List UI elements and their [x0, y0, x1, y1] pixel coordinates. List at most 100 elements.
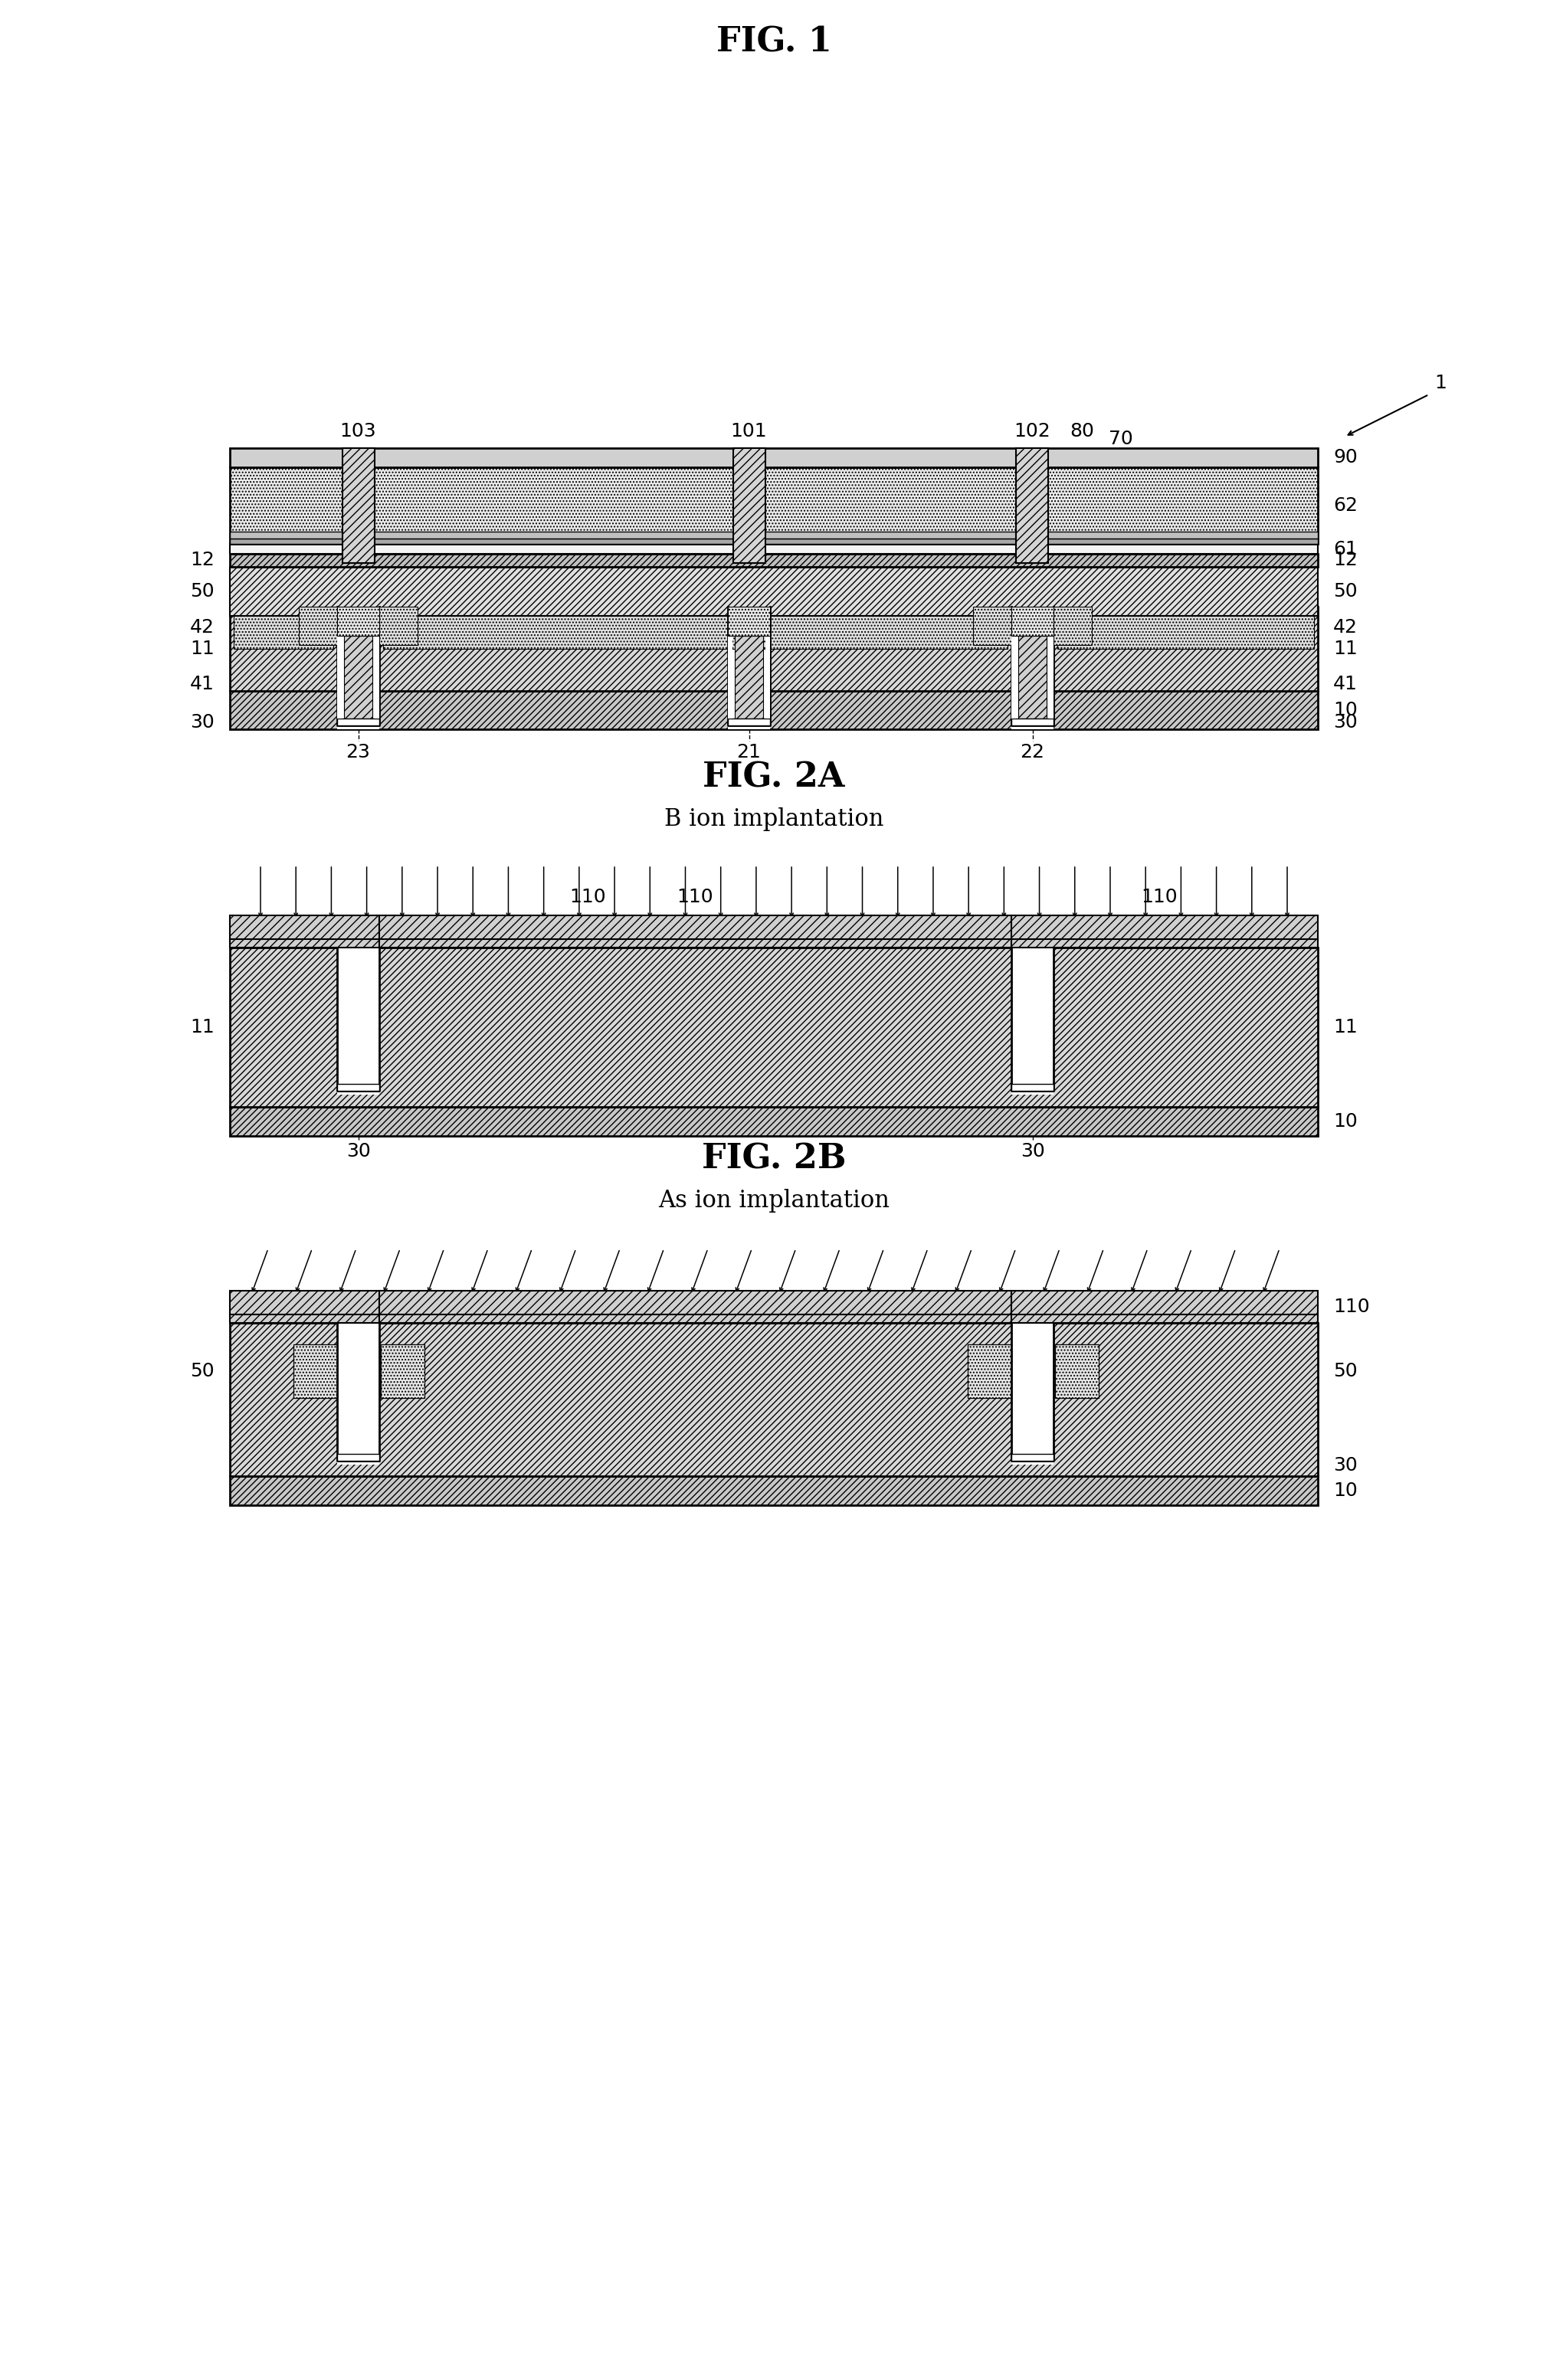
Bar — [229, 538, 1318, 545]
Bar — [973, 607, 1011, 645]
Text: 103: 103 — [339, 421, 377, 440]
Text: 61: 61 — [1333, 540, 1358, 557]
Text: 50: 50 — [1333, 583, 1358, 600]
Text: FIG. 2B: FIG. 2B — [702, 1142, 846, 1176]
Text: 22: 22 — [1020, 743, 1045, 762]
Bar — [1049, 607, 1054, 719]
Bar — [1017, 447, 1048, 564]
Bar — [229, 916, 380, 947]
Bar — [380, 916, 1011, 947]
Bar — [728, 602, 770, 728]
Text: 30: 30 — [1333, 1457, 1358, 1473]
Bar — [728, 607, 770, 635]
Bar — [299, 607, 336, 645]
Bar — [229, 947, 1318, 1107]
Bar — [234, 607, 333, 650]
Bar — [229, 466, 1318, 545]
Bar — [336, 1319, 380, 1464]
Bar — [344, 635, 372, 719]
Bar — [229, 1290, 380, 1323]
Bar — [336, 1454, 380, 1461]
Bar — [1011, 1290, 1318, 1323]
Text: 41: 41 — [191, 676, 214, 693]
Text: 110: 110 — [1333, 1297, 1370, 1316]
Bar — [1018, 635, 1046, 719]
Text: 10: 10 — [1333, 700, 1358, 719]
Bar — [336, 1083, 380, 1090]
Bar — [336, 945, 380, 1095]
Bar — [1011, 945, 1054, 1095]
Text: 90: 90 — [1333, 447, 1358, 466]
Bar — [336, 719, 380, 726]
Text: 12: 12 — [1333, 552, 1358, 569]
Text: 50: 50 — [1333, 1361, 1358, 1380]
Bar — [1011, 916, 1318, 947]
Bar — [336, 607, 343, 719]
Text: 41: 41 — [1333, 676, 1358, 693]
Text: 110: 110 — [1141, 888, 1178, 907]
Bar — [728, 719, 770, 726]
Bar — [380, 1290, 1011, 1323]
Bar — [1056, 1345, 1099, 1397]
Text: As ion implantation: As ion implantation — [659, 1190, 890, 1211]
Bar — [343, 447, 374, 564]
Text: 110: 110 — [677, 888, 713, 907]
Bar — [1011, 1319, 1054, 1464]
Text: 30: 30 — [1333, 712, 1358, 731]
Text: 50: 50 — [191, 583, 214, 600]
Bar — [229, 531, 1318, 538]
Text: 11: 11 — [191, 1019, 214, 1035]
Bar — [293, 1345, 336, 1397]
Text: 80: 80 — [1070, 421, 1094, 440]
Text: 62: 62 — [1333, 497, 1358, 514]
Bar — [229, 545, 1318, 555]
Bar — [375, 607, 380, 719]
Bar — [229, 566, 1318, 616]
Text: 70: 70 — [1108, 431, 1133, 447]
Bar — [1011, 1083, 1054, 1090]
Bar — [1011, 1454, 1054, 1461]
Bar — [1011, 607, 1017, 719]
Bar — [1011, 607, 1054, 635]
Text: 1: 1 — [1434, 374, 1446, 393]
Text: 30: 30 — [346, 1142, 370, 1161]
Text: 42: 42 — [1333, 619, 1358, 638]
Text: FIG. 1: FIG. 1 — [716, 26, 832, 60]
Bar — [1057, 607, 1314, 650]
Bar — [229, 1107, 1318, 1135]
Bar — [336, 602, 380, 728]
Text: 11: 11 — [1333, 640, 1358, 657]
Text: 42: 42 — [191, 619, 214, 638]
Bar — [1054, 607, 1091, 645]
Text: 102: 102 — [1014, 421, 1051, 440]
Bar — [229, 690, 1318, 728]
Bar — [766, 607, 770, 719]
Bar — [1011, 602, 1054, 728]
Text: 30: 30 — [191, 712, 214, 731]
Bar — [381, 1345, 425, 1397]
Bar — [733, 447, 766, 564]
Bar — [336, 607, 380, 635]
Bar — [967, 1345, 1011, 1397]
Text: 23: 23 — [346, 743, 370, 762]
Text: 10: 10 — [1333, 1111, 1358, 1130]
Text: FIG. 2A: FIG. 2A — [702, 762, 845, 795]
Bar — [728, 607, 733, 719]
Bar — [380, 607, 417, 645]
Bar — [229, 1323, 1318, 1476]
Bar — [229, 1476, 1318, 1504]
Text: 10: 10 — [1333, 1480, 1358, 1499]
Text: 101: 101 — [730, 421, 767, 440]
Bar — [735, 635, 763, 719]
Bar — [229, 607, 1318, 690]
Text: 50: 50 — [191, 1361, 214, 1380]
Text: 11: 11 — [1333, 1019, 1358, 1035]
Bar — [229, 447, 1318, 466]
Bar — [229, 555, 1318, 566]
Text: 21: 21 — [736, 743, 761, 762]
Text: 11: 11 — [191, 640, 214, 657]
Text: B ion implantation: B ion implantation — [663, 807, 884, 831]
Text: 12: 12 — [191, 552, 214, 569]
Text: 30: 30 — [1020, 1142, 1045, 1161]
Bar — [1011, 719, 1054, 726]
